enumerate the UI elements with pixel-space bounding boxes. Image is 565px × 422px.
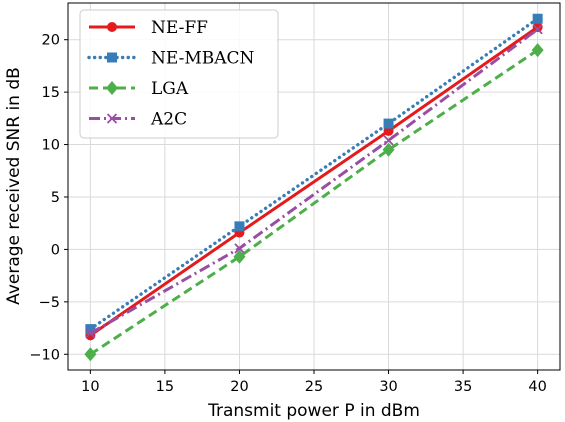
data-point-marker — [84, 347, 97, 362]
legend-label: NE-FF — [151, 18, 208, 38]
data-point-marker — [532, 13, 543, 24]
legend-marker — [106, 81, 118, 95]
x-axis-label: Transmit power P in dBm — [207, 401, 420, 421]
series-ne-mbacn — [85, 13, 543, 335]
marker-stroke — [532, 24, 543, 35]
legend-label: LGA — [151, 79, 189, 99]
data-point-marker — [532, 24, 543, 35]
y-tick-label: −5 — [39, 295, 60, 311]
data-point-marker — [382, 142, 395, 157]
x-tick-label: 25 — [305, 379, 323, 395]
data-point-marker — [85, 328, 96, 339]
x-tick-label: 35 — [454, 379, 472, 395]
axis-ticks: 10 15 20 25 30 35 40 −10 −5 0 5 10 15 20 — [29, 33, 546, 395]
legend: NE-FF NE-MBACN LGA A2C — [79, 9, 279, 139]
data-point-marker — [383, 118, 394, 129]
data-point-marker — [383, 135, 394, 146]
y-tick-label: 15 — [42, 85, 60, 101]
y-axis-label: Average received SNR in dB — [4, 67, 24, 305]
series-line — [89, 48, 539, 356]
data-point-marker — [85, 324, 96, 335]
series-lga — [84, 43, 544, 362]
y-tick-label: 5 — [51, 190, 60, 206]
legend-box — [79, 9, 279, 139]
marker-stroke — [85, 328, 96, 339]
data-point-marker — [531, 43, 544, 58]
series-lines — [84, 13, 544, 362]
series-line — [88, 17, 540, 331]
series-line — [89, 28, 539, 335]
x-tick-label: 20 — [230, 379, 248, 395]
data-point-marker — [234, 243, 245, 254]
marker-stroke — [383, 135, 394, 146]
x-tick-label: 15 — [156, 379, 174, 395]
legend-entry: LGA — [89, 79, 189, 99]
legend-marker — [107, 22, 117, 32]
legend-label: A2C — [150, 110, 187, 130]
series-line — [89, 25, 539, 337]
plot-area-frame — [67, 2, 561, 371]
data-point-marker — [234, 221, 245, 232]
series-a2c — [85, 24, 543, 339]
y-tick-label: 0 — [51, 242, 60, 258]
data-point-marker — [233, 249, 246, 264]
data-point-marker — [532, 22, 543, 33]
legend-label: NE-MBACN — [151, 49, 255, 69]
legend-entry: NE-FF — [89, 18, 208, 38]
legend-marker — [106, 113, 118, 124]
y-tick-label: 20 — [42, 33, 60, 49]
marker-stroke — [106, 113, 118, 124]
x-tick-label: 40 — [528, 379, 546, 395]
y-tick-label: −10 — [29, 347, 60, 363]
x-tick-label: 10 — [81, 379, 99, 395]
y-tick-label: 10 — [42, 138, 60, 154]
legend-entry: A2C — [89, 110, 187, 130]
marker-stroke — [234, 243, 245, 254]
legend-marker — [107, 52, 117, 63]
grid — [68, 3, 560, 370]
x-tick-label: 30 — [379, 379, 397, 395]
legend-entry: NE-MBACN — [87, 49, 255, 69]
